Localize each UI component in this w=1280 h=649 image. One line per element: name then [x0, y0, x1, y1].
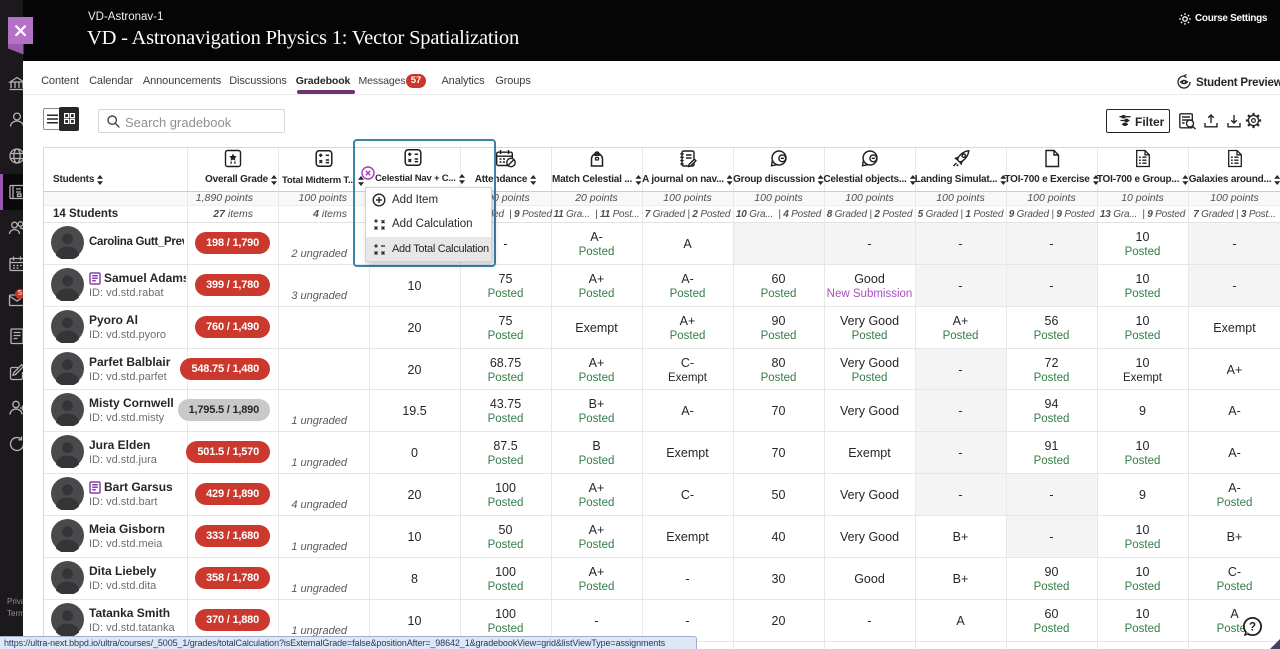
svg-text:?: ?: [1249, 622, 1256, 634]
